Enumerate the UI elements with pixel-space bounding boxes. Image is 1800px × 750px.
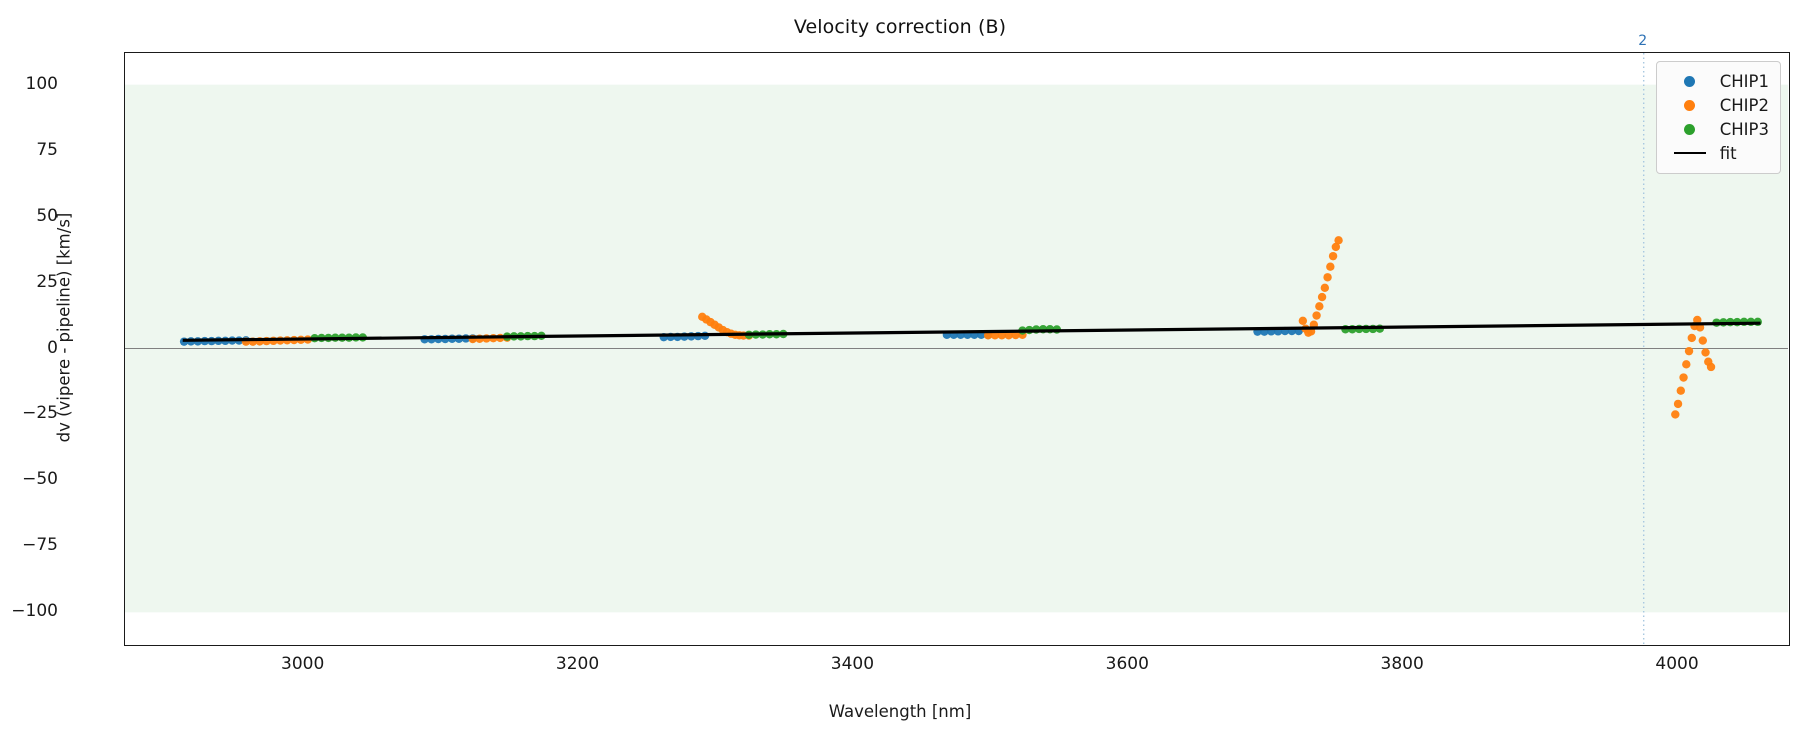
legend: CHIP1 CHIP2 CHIP3 fit bbox=[1655, 61, 1781, 174]
data-point bbox=[1328, 251, 1338, 261]
y-tick-label: −100 bbox=[11, 601, 58, 622]
fit-line-icon bbox=[1668, 151, 1712, 155]
legend-label-chip1: CHIP1 bbox=[1719, 71, 1769, 91]
x-tick-label: 3800 bbox=[1380, 654, 1424, 674]
y-tick-label: −50 bbox=[22, 469, 58, 490]
data-point bbox=[1320, 283, 1330, 293]
chip2-marker-icon bbox=[1668, 99, 1712, 111]
data-point bbox=[1701, 348, 1710, 357]
data-point bbox=[1673, 399, 1683, 409]
x-axis-label: Wavelength [nm] bbox=[828, 702, 972, 721]
page-title: Velocity correction (B) bbox=[793, 16, 1007, 38]
vline-annotation-label: 2 bbox=[1638, 33, 1648, 49]
data-point bbox=[1298, 316, 1308, 325]
legend-item-chip2[interactable]: CHIP2 bbox=[1668, 93, 1769, 117]
data-point bbox=[1315, 302, 1324, 311]
legend-item-chip1[interactable]: CHIP1 bbox=[1668, 69, 1769, 93]
plot-svg bbox=[125, 53, 1788, 644]
y-tick-label: 0 bbox=[47, 337, 58, 358]
data-point bbox=[983, 331, 993, 340]
data-point bbox=[1706, 362, 1716, 372]
x-tick-label: 4000 bbox=[1655, 654, 1699, 674]
data-point bbox=[1671, 410, 1680, 419]
data-point bbox=[1682, 360, 1691, 369]
chip3-marker-icon bbox=[1668, 123, 1712, 135]
data-point bbox=[1676, 386, 1685, 395]
data-point bbox=[1693, 315, 1702, 325]
fit-line bbox=[182, 321, 1761, 342]
legend-label-chip3: CHIP3 bbox=[1719, 119, 1769, 139]
data-point bbox=[1684, 346, 1694, 356]
x-tick-label: 3200 bbox=[555, 654, 600, 674]
data-point bbox=[1312, 311, 1321, 320]
legend-item-fit[interactable]: fit bbox=[1668, 141, 1769, 165]
legend-label-chip2: CHIP2 bbox=[1719, 95, 1769, 115]
y-tick-label: 75 bbox=[36, 139, 58, 160]
plot-area: CHIP1 CHIP2 CHIP3 fit bbox=[124, 52, 1790, 646]
legend-label-fit: fit bbox=[1719, 143, 1737, 163]
data-point bbox=[1323, 273, 1332, 282]
y-tick-label: 100 bbox=[25, 73, 58, 94]
y-tick-label: −75 bbox=[22, 535, 58, 556]
data-point bbox=[1004, 331, 1013, 340]
data-point bbox=[1334, 236, 1343, 245]
y-tick-label: −25 bbox=[22, 403, 58, 424]
data-point bbox=[990, 331, 1000, 340]
data-point bbox=[1687, 333, 1696, 343]
data-point bbox=[997, 331, 1007, 340]
y-tick-label: 50 bbox=[36, 205, 58, 226]
chip1-marker-icon bbox=[1668, 75, 1712, 87]
data-point bbox=[1698, 336, 1707, 345]
data-point bbox=[1331, 242, 1341, 252]
data-point bbox=[1011, 330, 1020, 340]
data-point bbox=[1679, 373, 1688, 382]
x-tick-label: 3000 bbox=[281, 654, 325, 674]
data-point bbox=[1326, 262, 1335, 271]
x-tick-label: 3600 bbox=[1105, 654, 1149, 674]
y-tick-label: 25 bbox=[36, 271, 58, 292]
legend-item-chip3[interactable]: CHIP3 bbox=[1668, 117, 1769, 141]
x-tick-label: 3400 bbox=[830, 654, 875, 674]
data-point bbox=[1317, 292, 1327, 302]
